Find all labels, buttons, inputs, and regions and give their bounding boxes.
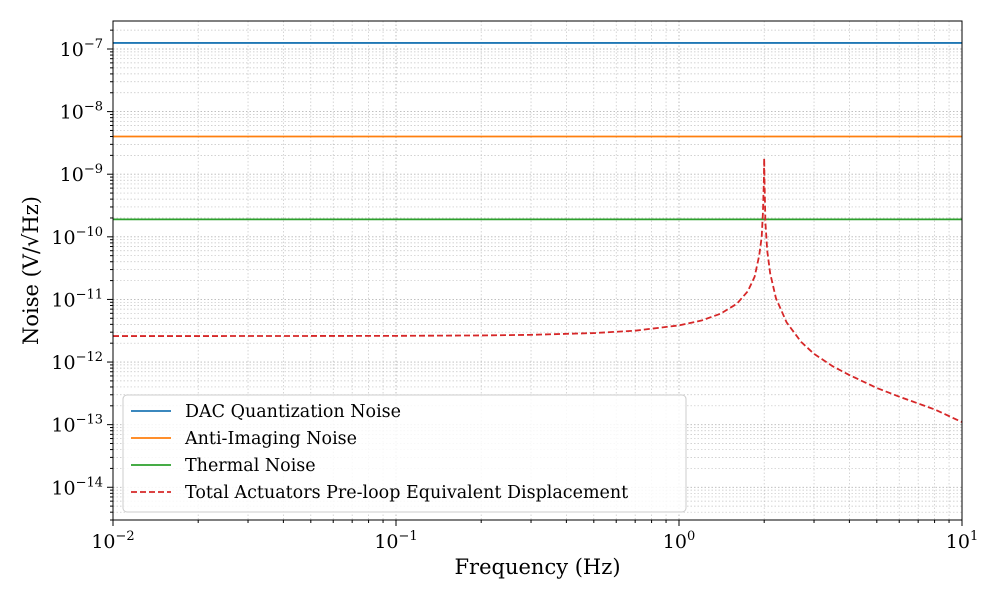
x-axis-label: Frequency (Hz) — [454, 555, 620, 579]
y-tick-label-exponent: −7 — [84, 37, 103, 52]
legend-label-1: DAC Quantization Noise — [185, 402, 401, 422]
x-tick-label: 100 — [663, 529, 695, 553]
series-group — [113, 42, 962, 423]
y-tick-label-exponent: −13 — [76, 413, 103, 428]
axes-frame — [112, 20, 963, 521]
x-tick-label: 10−2 — [91, 529, 134, 553]
y-tick-label-base: 10 — [51, 227, 75, 249]
y-tick-label: 10−14 — [51, 475, 103, 499]
x-tick-label-exponent: −2 — [116, 529, 135, 544]
y-tick-label-exponent: −10 — [76, 225, 103, 240]
y-tick-label-exponent: −11 — [76, 287, 103, 302]
y-tick-label-base: 10 — [51, 289, 75, 311]
y-tick-label: 10−10 — [51, 225, 103, 249]
x-tick-label-base: 10 — [946, 531, 970, 553]
x-tick-label-base: 10 — [91, 531, 115, 553]
y-tick-label-base: 10 — [51, 352, 75, 374]
y-tick-label: 10−8 — [60, 100, 103, 124]
y-tick-label: 10−7 — [60, 37, 103, 61]
x-tick-label-exponent: 0 — [687, 529, 695, 544]
y-tick-label-base: 10 — [60, 39, 84, 61]
y-tick-label-base: 10 — [51, 415, 75, 437]
y-axis-label: Noise (V/√Hz) — [19, 196, 43, 345]
x-tick-label-exponent: −1 — [399, 529, 418, 544]
y-tick-label-base: 10 — [60, 102, 84, 124]
x-tick-label-base: 10 — [663, 531, 687, 553]
ticks — [107, 29, 963, 526]
x-tick-label: 101 — [946, 529, 978, 553]
y-tick-label: 10−12 — [51, 350, 103, 374]
legend-label-3: Thermal Noise — [185, 456, 316, 476]
y-tick-label: 10−11 — [51, 287, 103, 311]
legend-box — [122, 394, 687, 513]
y-tick-label-exponent: −9 — [84, 162, 103, 177]
y-tick-label-exponent: −14 — [76, 475, 103, 490]
x-tick-label-base: 10 — [374, 531, 398, 553]
y-tick-label: 10−13 — [51, 413, 103, 437]
y-tick-label: 10−9 — [60, 162, 103, 186]
y-tick-label-exponent: −12 — [76, 350, 103, 365]
y-tick-label-base: 10 — [60, 164, 84, 186]
legend-label-4: Total Actuators Pre-loop Equivalent Disp… — [185, 483, 628, 503]
y-tick-label-base: 10 — [51, 477, 75, 499]
y-tick-label-exponent: −8 — [84, 100, 103, 115]
legend: DAC Quantization Noise Anti-Imaging Noise… — [122, 394, 687, 513]
legend-label-2: Anti-Imaging Noise — [184, 429, 357, 449]
x-tick-label: 10−1 — [374, 529, 417, 553]
x-tick-label-exponent: 1 — [970, 529, 978, 544]
